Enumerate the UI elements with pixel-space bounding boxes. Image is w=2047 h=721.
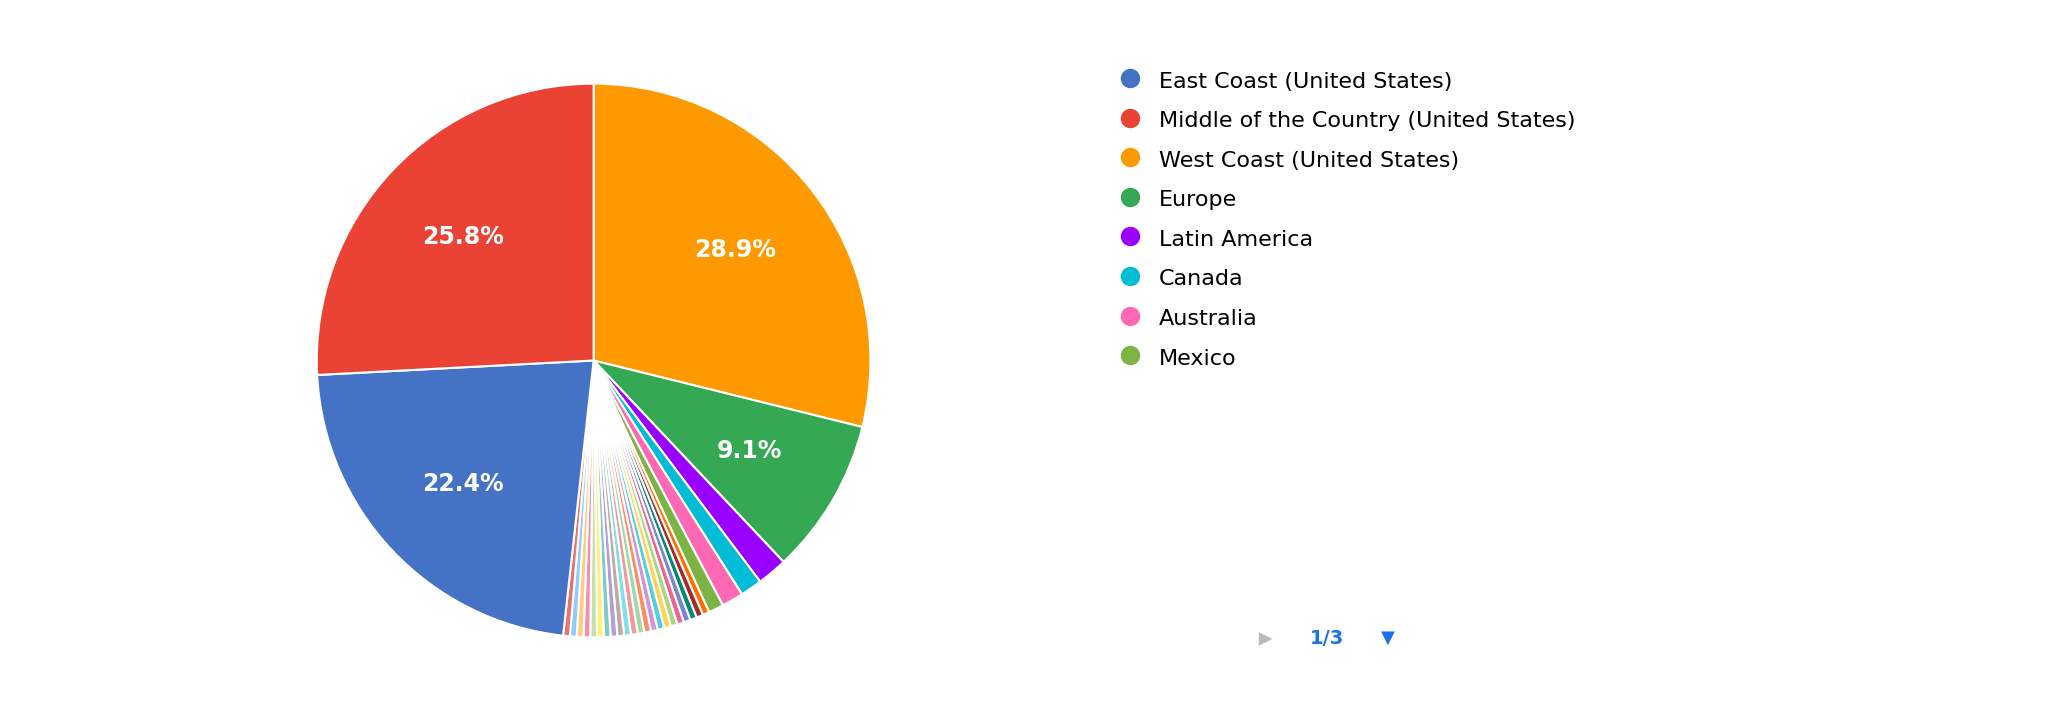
Wedge shape: [594, 360, 657, 632]
Legend: East Coast (United States), Middle of the Country (United States), West Coast (U: East Coast (United States), Middle of th…: [1116, 68, 1576, 368]
Wedge shape: [569, 360, 594, 637]
Wedge shape: [594, 360, 862, 562]
Wedge shape: [594, 360, 741, 606]
Wedge shape: [583, 360, 594, 637]
Wedge shape: [594, 84, 870, 427]
Wedge shape: [594, 360, 678, 627]
Wedge shape: [563, 360, 594, 637]
Text: 25.8%: 25.8%: [422, 225, 504, 249]
Wedge shape: [594, 360, 604, 637]
Wedge shape: [594, 360, 651, 632]
Wedge shape: [594, 360, 610, 637]
Text: 28.9%: 28.9%: [694, 238, 776, 262]
Text: 1/3: 1/3: [1310, 629, 1343, 647]
Text: ▲: ▲: [1257, 631, 1273, 645]
Wedge shape: [590, 360, 598, 637]
Wedge shape: [594, 360, 684, 624]
Wedge shape: [317, 84, 594, 375]
Text: 22.4%: 22.4%: [422, 472, 504, 496]
Wedge shape: [594, 360, 784, 582]
Wedge shape: [594, 360, 696, 620]
Wedge shape: [594, 360, 645, 634]
Wedge shape: [594, 360, 723, 612]
Text: 9.1%: 9.1%: [716, 439, 782, 464]
Wedge shape: [594, 360, 639, 634]
Wedge shape: [594, 360, 665, 630]
Wedge shape: [317, 360, 594, 636]
Wedge shape: [594, 360, 702, 617]
Wedge shape: [577, 360, 594, 637]
Text: ▼: ▼: [1382, 629, 1394, 647]
Wedge shape: [594, 360, 690, 622]
Wedge shape: [594, 360, 759, 594]
Wedge shape: [594, 360, 618, 637]
Wedge shape: [594, 360, 630, 636]
Wedge shape: [594, 360, 708, 615]
Wedge shape: [594, 360, 624, 637]
Wedge shape: [594, 360, 671, 628]
